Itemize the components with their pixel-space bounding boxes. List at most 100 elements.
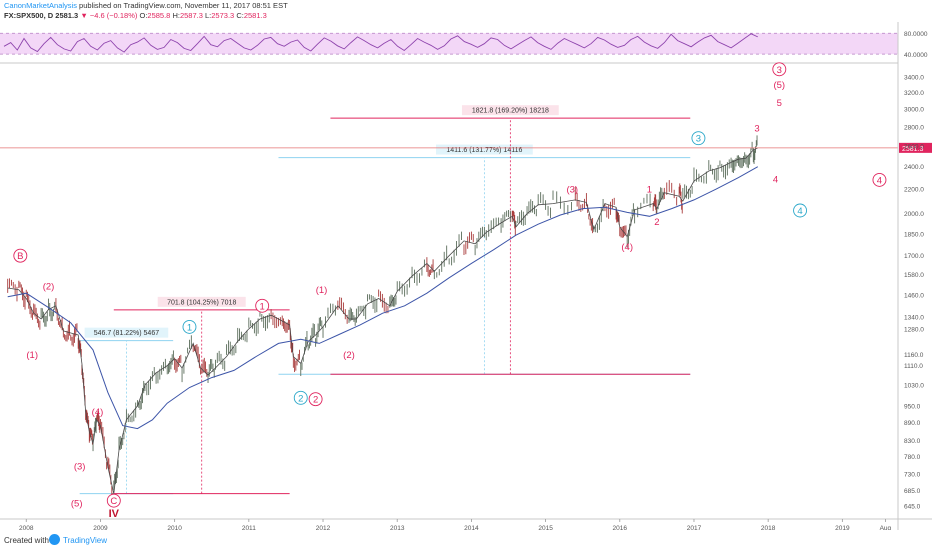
- x-tick-label: 2010: [167, 525, 182, 530]
- price-chart[interactable]: 80.0000 40.0000 546.7 (81.22%) 5467 701.8 …: [0, 22, 932, 530]
- chart-header: CanonMarketAnalysis published on Trading…: [0, 0, 932, 24]
- y-tick-label: 1460.0: [904, 292, 924, 299]
- measure-label: 1821.8 (169.20%) 18218: [472, 108, 549, 115]
- wave-text: 3: [777, 65, 782, 76]
- wave-label: (4): [621, 242, 633, 253]
- last-price-tag: [899, 142, 932, 153]
- last-price-tag-label: 2581.3: [902, 146, 924, 153]
- measure-tool-2: 1411.6 (131.77%) 14116: [278, 144, 691, 375]
- measure-label-box: [84, 327, 169, 338]
- y-tick-label: 1160.0: [904, 352, 924, 359]
- wave-text: 1: [260, 301, 265, 312]
- tradingview-logo-icon[interactable]: [49, 534, 60, 545]
- wave-text: (3): [566, 185, 578, 196]
- wave-circle: [106, 493, 121, 508]
- x-tick-label: 2008: [19, 525, 34, 530]
- y-tick-label: 1340.0: [904, 315, 924, 322]
- wave-text: 3: [754, 123, 759, 134]
- measure-label: 546.7 (81.22%) 5467: [94, 330, 159, 337]
- measure-label: 701.8 (104.25%) 7018: [167, 299, 236, 306]
- change-down-icon: ▼: [80, 11, 88, 20]
- wave-label: (1): [26, 350, 38, 361]
- y-axis: 2581.3 3400.0 3200.0 3000.0 2800.0 2600.0 2400…: [897, 22, 932, 530]
- wave-text: 4: [877, 175, 882, 186]
- wave-text: 4: [797, 206, 802, 217]
- wave-label: (4): [92, 407, 104, 418]
- measure-label-box: [435, 144, 533, 155]
- wave-text: (1): [26, 350, 38, 361]
- wave-text: 1: [187, 322, 192, 333]
- wave-label: 3: [754, 123, 759, 134]
- wave-circle: [255, 298, 270, 313]
- x-tick-label: 2018: [761, 525, 776, 530]
- low-label: L:: [205, 11, 212, 20]
- wave-circle: [308, 392, 323, 407]
- wave-label: (5): [71, 499, 83, 510]
- y-tick-label: 2400.0: [904, 164, 924, 171]
- y-tick-label: 2600.0: [904, 143, 924, 150]
- wave-label: 4: [793, 203, 808, 218]
- wave-label: 2: [654, 217, 659, 228]
- change-value: −4.6 (−0.18%): [89, 11, 138, 20]
- wave-text: (4): [621, 242, 633, 253]
- wave-circle: [872, 172, 887, 187]
- rsi-band: [0, 33, 898, 55]
- measure-label-box: [461, 105, 559, 116]
- footer: Created with TradingView: [0, 530, 932, 550]
- wave-label: 1: [647, 185, 652, 196]
- wave-label: (2): [343, 350, 355, 361]
- wave-label: 3: [772, 62, 787, 77]
- y-tick-label: 890.0: [904, 420, 921, 427]
- tradingview-link[interactable]: TradingView: [63, 536, 108, 545]
- wave-label: 2: [293, 390, 308, 405]
- close-label: C:: [236, 11, 244, 20]
- wave-text: (1): [316, 285, 328, 296]
- wave-label: (3): [566, 185, 578, 196]
- y-tick-label: 1580.0: [904, 272, 924, 279]
- wave-text: 3: [696, 134, 701, 145]
- wave-circle: [691, 131, 706, 146]
- wave-label: 2: [308, 392, 323, 407]
- low-value: 2573.3: [211, 11, 235, 20]
- wave-text: (5): [71, 499, 83, 510]
- wave-circle: [793, 203, 808, 218]
- y-tick-label: 2200.0: [904, 187, 924, 194]
- x-tick-label: 2013: [390, 525, 405, 530]
- x-tick-label: 2019: [835, 525, 850, 530]
- rsi-pane: 80.0000 40.0000: [0, 31, 928, 59]
- x-tick-label: 2016: [613, 525, 628, 530]
- wave-text: (4): [92, 407, 104, 418]
- x-tick-label: 2011: [242, 525, 256, 530]
- ohlc-line: FX:SPX500, D 2581.3 ▼ −4.6 (−0.18%) O:25…: [4, 11, 267, 21]
- y-tick-label: 1030.0: [904, 382, 924, 389]
- author-link[interactable]: CanonMarketAnalysis: [4, 1, 77, 10]
- y-tick-label: 780.0: [904, 454, 921, 461]
- publish-line: CanonMarketAnalysis published on Trading…: [4, 1, 288, 11]
- wave-label: 4: [773, 174, 778, 185]
- wave-label: 1: [255, 298, 270, 313]
- moving-average-line: [7, 166, 759, 430]
- wave-text: 2: [654, 217, 659, 228]
- wave-label: 1: [182, 319, 197, 334]
- y-tick-label: 730.0: [904, 471, 921, 478]
- price-line: [7, 147, 758, 494]
- created-with-text: Created with: [4, 536, 49, 545]
- wave-text: B: [17, 251, 23, 262]
- measure-label-box: [157, 296, 246, 307]
- wave-text: (5): [773, 80, 785, 91]
- y-tick-label: 1110.0: [904, 363, 923, 370]
- wave-label: (5): [773, 80, 785, 91]
- wave-text: 5: [777, 98, 782, 109]
- y-tick-label: 830.0: [904, 438, 921, 445]
- y-tick-label: 645.0: [904, 503, 921, 510]
- x-tick-label: 2017: [687, 525, 702, 530]
- wave-text: 1: [647, 185, 652, 196]
- x-tick-label: 2009: [93, 525, 108, 530]
- open-value: 2585.8: [147, 11, 171, 20]
- y-tick-label: 3200.0: [904, 90, 924, 97]
- rsi-upper-label: 80.0000: [904, 31, 928, 38]
- measure-tool-3: 1821.8 (169.20%) 18218: [330, 105, 691, 375]
- wave-label: (1): [316, 285, 328, 296]
- wave-label: (2): [43, 282, 55, 293]
- high-label: H:: [172, 11, 180, 20]
